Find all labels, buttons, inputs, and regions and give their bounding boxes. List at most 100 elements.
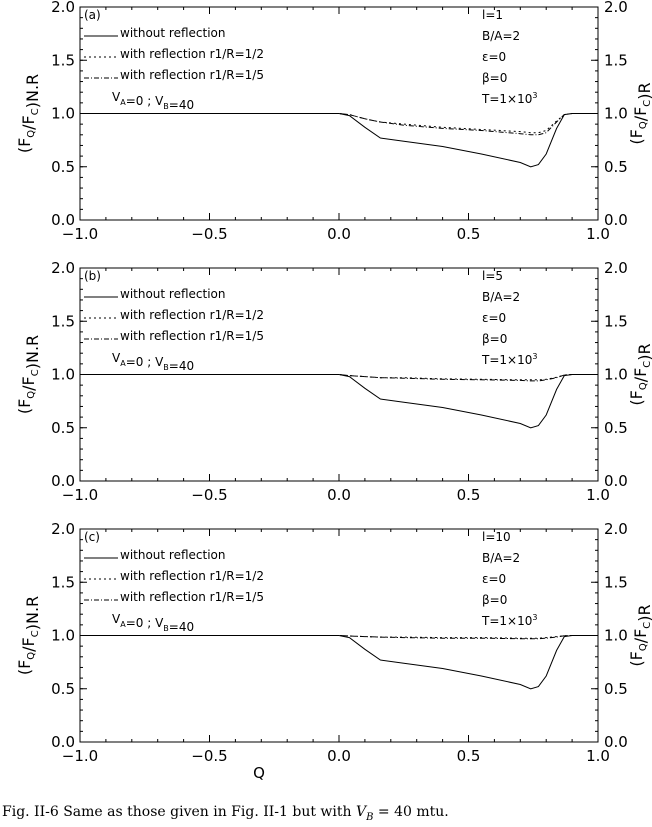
figure-caption: Fig. II-6 Same as those given in Fig. II… [2,804,449,823]
y-tick-label-right: 1.5 [604,51,628,69]
x-tick-label: 1.0 [586,225,610,243]
y-tick-label-right: 0.0 [604,472,628,490]
caption-suffix: = 40 mtu. [373,804,449,820]
y-tick-label-left: 2.0 [51,0,75,16]
y-tick-label-left: 1.0 [51,105,75,123]
panel-label: (b) [84,269,101,283]
x-tick-label: 0.0 [327,747,351,765]
y-tick-label-right: 0.5 [604,158,628,176]
y-tick-label-right: 1.5 [604,573,628,591]
parameter-label: T=1×103 [481,91,537,106]
x-tick-label: −1.0 [62,225,98,243]
legend-entry: with reflection r1/R=1/5 [120,590,264,604]
y-axis-label-left: (FQ/FC)N.R [15,74,42,153]
legend-entry: with reflection r1/R=1/2 [120,569,264,583]
velocity-label: VA=0 ; VB=40 [112,90,194,112]
panel-b: −1.0 −0.5 0.0 0.5 1.00.0 0.00.5 0.51.0 1.01.5 1.… [15,259,652,504]
parameter-label: β=0 [482,593,507,607]
velocity-label: VA=0 ; VB=40 [112,612,194,634]
parameter-label: ε=0 [482,50,506,64]
legend-entry: with reflection r1/R=1/5 [120,68,264,82]
y-tick-label-right: 0.5 [604,680,628,698]
legend-entry: with reflection r1/R=1/2 [120,47,264,61]
x-tick-label: 0.0 [327,486,351,504]
y-tick-label-right: 0.0 [604,733,628,751]
y-tick-label-left: 0.0 [51,472,75,490]
x-tick-label: 0.5 [457,747,481,765]
series-line-2 [80,113,598,134]
parameter-label: B/A=2 [482,29,520,43]
x-tick-label: −0.5 [191,225,227,243]
y-tick-label-left: 1.5 [51,573,75,591]
y-tick-label-left: 1.0 [51,366,75,384]
panel-c: −1.0 −0.5 0.0 0.5 1.00.0 0.00.5 0.51.0 1.01.5 1.… [15,520,652,782]
y-tick-label-right: 0.0 [604,211,628,229]
y-tick-label-right: 2.0 [604,520,628,538]
legend-entry: without reflection [120,287,226,301]
parameter-label: β=0 [482,332,507,346]
series-line-3 [80,113,598,136]
y-tick-label-left: 0.0 [51,211,75,229]
y-tick-label-right: 1.0 [604,627,628,645]
x-tick-label: 0.5 [457,486,481,504]
parameter-label: ε=0 [482,311,506,325]
figure: −1.0 −0.5 0.0 0.5 1.00.0 0.00.5 0.51.0 1.01.5 1.… [15,0,652,782]
y-axis-label-left: (FQ/FC)N.R [15,596,42,675]
panel-label: (a) [84,8,101,22]
y-tick-label-left: 2.0 [51,259,75,277]
y-tick-label-left: 0.5 [51,680,75,698]
y-axis-label-left: (FQ/FC)N.R [15,335,42,414]
legend-entry: with reflection r1/R=1/5 [120,329,264,343]
series-line-1 [80,113,598,168]
y-axis-label-right: (FQ/FC)R [627,343,652,405]
legend: without reflection with reflection r1/R=1… [84,26,264,112]
parameter-label: β=0 [482,71,507,85]
legend-entry: without reflection [120,26,226,40]
legend-entry: without reflection [120,548,226,562]
parameter-label: ε=0 [482,572,506,586]
series-line-2 [80,374,598,381]
x-tick-label: −0.5 [191,486,227,504]
y-tick-label-right: 2.0 [604,259,628,277]
y-tick-label-left: 1.5 [51,51,75,69]
x-axis-label: Q [253,764,265,782]
parameter-label: l=5 [482,269,503,283]
caption-prefix: Fig. II-6 Same as those given in Fig. II… [2,804,356,820]
y-axis-label-right: (FQ/FC)R [627,82,652,144]
y-tick-label-right: 0.5 [604,419,628,437]
y-tick-label-left: 0.0 [51,733,75,751]
panel-a: −1.0 −0.5 0.0 0.5 1.00.0 0.00.5 0.51.0 1.01.5 1.… [15,0,652,243]
y-tick-label-right: 2.0 [604,0,628,16]
x-tick-label: 1.0 [586,747,610,765]
y-tick-label-left: 2.0 [51,520,75,538]
parameter-label: T=1×103 [481,352,537,367]
parameter-label: B/A=2 [482,290,520,304]
x-tick-label: −1.0 [62,747,98,765]
x-tick-label: −0.5 [191,747,227,765]
y-tick-label-right: 1.0 [604,366,628,384]
legend: without reflection with reflection r1/R=1… [84,287,264,373]
parameter-label: T=1×103 [481,613,537,628]
series-line-3 [80,635,598,640]
legend-entry: with reflection r1/R=1/2 [120,308,264,322]
y-tick-label-left: 0.5 [51,158,75,176]
y-tick-label-right: 1.5 [604,312,628,330]
series-line-1 [80,374,598,429]
x-tick-label: 0.0 [327,225,351,243]
parameter-label: B/A=2 [482,551,520,565]
y-tick-label-left: 1.0 [51,627,75,645]
y-tick-label-left: 0.5 [51,419,75,437]
legend: without reflection with reflection r1/R=1… [84,548,264,634]
caption-variable: VB [355,804,374,823]
y-tick-label-right: 1.0 [604,105,628,123]
panel-label: (c) [84,530,100,544]
x-tick-label: 1.0 [586,486,610,504]
parameter-label: l=10 [482,530,511,544]
y-tick-label-left: 1.5 [51,312,75,330]
x-tick-label: −1.0 [62,486,98,504]
series-line-3 [80,374,598,382]
x-tick-label: 0.5 [457,225,481,243]
velocity-label: VA=0 ; VB=40 [112,351,194,373]
parameter-label: l=1 [482,8,503,22]
series-line-1 [80,635,598,690]
